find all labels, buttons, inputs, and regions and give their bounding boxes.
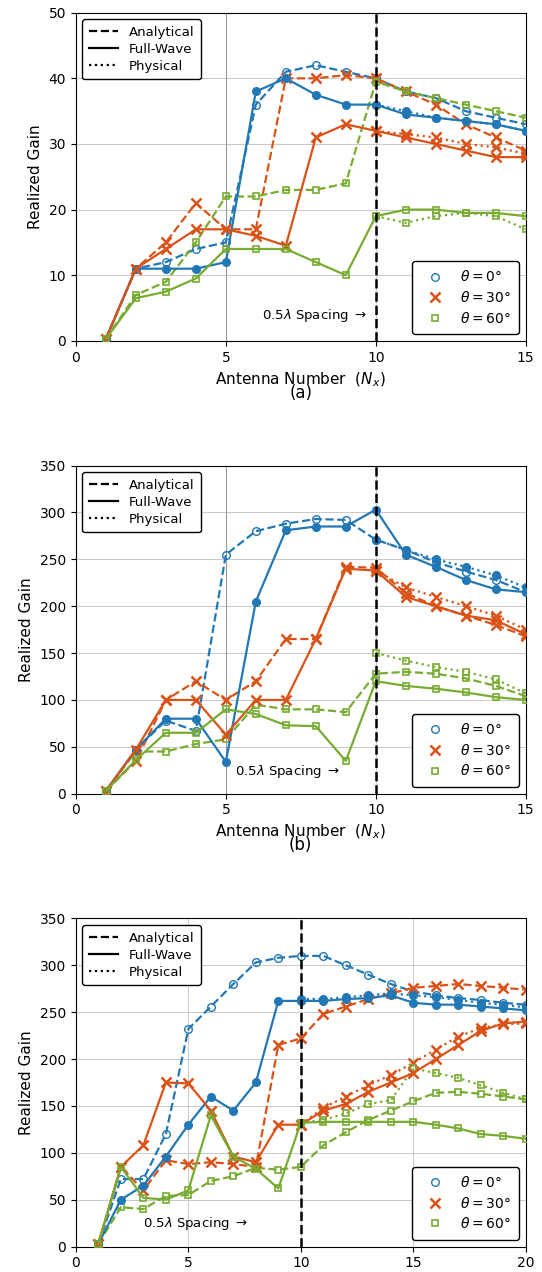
Y-axis label: Realized Gain: Realized Gain <box>28 125 43 229</box>
X-axis label: Antenna Number  $(N_x)$: Antenna Number $(N_x)$ <box>216 370 386 388</box>
Text: (a): (a) <box>289 384 312 402</box>
Text: 0.5$\lambda$ Spacing $\rightarrow$: 0.5$\lambda$ Spacing $\rightarrow$ <box>235 763 340 780</box>
Text: 0.5$\lambda$ Spacing $\rightarrow$: 0.5$\lambda$ Spacing $\rightarrow$ <box>262 308 367 324</box>
Legend: $\theta = 0°$, $\theta = 30°$, $\theta = 60°$: $\theta = 0°$, $\theta = 30°$, $\theta =… <box>412 714 519 787</box>
X-axis label: Antenna Number  $(N_x)$: Antenna Number $(N_x)$ <box>216 823 386 841</box>
Legend: $\theta = 0°$, $\theta = 30°$, $\theta = 60°$: $\theta = 0°$, $\theta = 30°$, $\theta =… <box>412 261 519 335</box>
Legend: $\theta = 0°$, $\theta = 30°$, $\theta = 60°$: $\theta = 0°$, $\theta = 30°$, $\theta =… <box>412 1166 519 1240</box>
Text: 0.5$\lambda$ Spacing $\rightarrow$: 0.5$\lambda$ Spacing $\rightarrow$ <box>144 1216 248 1233</box>
Y-axis label: Realized Gain: Realized Gain <box>19 577 34 682</box>
Y-axis label: Realized Gain: Realized Gain <box>19 1030 34 1135</box>
Text: (b): (b) <box>289 837 313 855</box>
